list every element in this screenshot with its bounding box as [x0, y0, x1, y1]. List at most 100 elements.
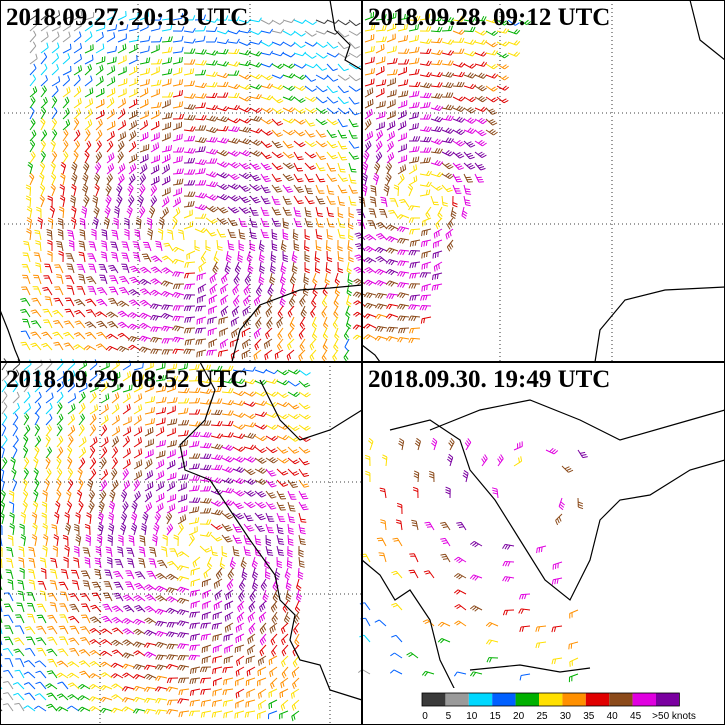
barb-flag: [341, 189, 347, 192]
barb-flag: [247, 50, 252, 56]
barb-flag: [269, 95, 274, 101]
barb-flag: [331, 120, 337, 124]
wind-barb: [40, 96, 48, 109]
barb-staff: [194, 140, 204, 143]
wind-barb: [205, 104, 218, 111]
barb-flag: [89, 243, 95, 246]
wind-barb: [161, 121, 172, 131]
barb-staff: [95, 92, 105, 98]
barb-flag: [380, 45, 383, 51]
barb-flag: [288, 95, 293, 100]
barb-flag: [340, 226, 346, 228]
barb-flag: [178, 90, 181, 96]
wind-barb: [304, 96, 318, 102]
barb-flag: [97, 153, 101, 159]
wind-barb: [62, 129, 69, 142]
wind-barb: [84, 31, 93, 43]
barb-flag: [214, 60, 218, 66]
wind-barb: [183, 68, 195, 76]
wind-barb: [293, 96, 306, 103]
barb-flag: [178, 101, 181, 107]
wind-barb: [29, 140, 36, 153]
barb-staff: [304, 96, 314, 102]
barb-flag: [176, 157, 178, 163]
barb-flag: [275, 211, 281, 214]
wind-barb: [139, 98, 149, 109]
wind-barb: [194, 69, 207, 76]
barb-flag: [115, 46, 117, 52]
barb-flag: [144, 133, 147, 139]
barb-staff: [337, 74, 346, 81]
barb-flag: [278, 100, 284, 104]
barb-flag: [266, 94, 271, 100]
barb-staff: [249, 96, 259, 100]
barb-flag: [417, 122, 419, 128]
barb-flag: [121, 110, 124, 116]
barb-staff: [40, 133, 48, 142]
wind-barb: [194, 49, 207, 55]
barb-flag: [456, 178, 462, 181]
barb-staff: [293, 107, 302, 114]
wind-barb: [194, 60, 207, 66]
barb-flag: [266, 130, 271, 135]
barb-flag: [148, 45, 150, 51]
wind-barb: [271, 19, 285, 25]
barb-staff: [410, 228, 421, 231]
barb-flag: [102, 10, 105, 16]
wind-barb: [282, 162, 295, 170]
barb-staff: [337, 41, 345, 50]
barb-staff: [161, 117, 171, 120]
wind-barb: [194, 137, 207, 143]
barb-flag: [159, 58, 163, 64]
barb-flag: [241, 332, 244, 338]
barb-flag: [87, 65, 91, 71]
barb-staff: [51, 143, 56, 153]
barb-flag: [67, 265, 73, 268]
barb-flag: [330, 133, 336, 136]
barb-staff: [249, 74, 259, 80]
barb-flag: [67, 107, 70, 113]
wind-barb: [117, 120, 127, 131]
wind-barb: [139, 120, 148, 131]
barb-flag: [252, 163, 258, 167]
wind-barb: [172, 90, 183, 98]
barb-flag: [203, 25, 207, 31]
barb-staff: [260, 85, 270, 89]
barb-flag: [258, 94, 262, 100]
barb-flag: [192, 115, 196, 121]
barb-flag: [255, 93, 260, 99]
barb-staff: [304, 52, 313, 59]
barb-flag: [220, 161, 225, 166]
barb-flag: [251, 221, 257, 223]
barb-flag: [168, 36, 171, 42]
barb-staff: [304, 74, 312, 82]
barb-flag: [290, 53, 296, 58]
barb-flag: [131, 142, 135, 148]
barb-flag: [181, 147, 185, 153]
barb-staff: [62, 57, 71, 65]
barb-flag: [203, 83, 207, 88]
barb-flag: [76, 109, 80, 115]
barb-flag: [231, 161, 236, 166]
barb-flag: [320, 157, 327, 160]
wind-barb: [282, 41, 296, 47]
barb-staff: [249, 107, 259, 113]
barb-flag: [64, 308, 70, 311]
wind-barb: [95, 10, 105, 21]
wind-barb: [304, 30, 317, 37]
barb-staff: [260, 107, 270, 114]
barb-flag: [414, 123, 417, 129]
barb-flag: [145, 68, 148, 74]
wind-barb: [238, 149, 252, 157]
wind-barb: [216, 39, 229, 45]
wind-barb: [106, 140, 114, 153]
barb-flag: [33, 129, 37, 135]
barb-flag: [298, 131, 304, 135]
wind-barb: [249, 74, 263, 80]
barb-staff: [161, 28, 171, 32]
barb-flag: [222, 61, 227, 66]
barb-staff: [161, 72, 171, 76]
barb-staff: [282, 41, 292, 47]
wind-barb: [260, 162, 272, 171]
barb-flag: [34, 86, 38, 92]
